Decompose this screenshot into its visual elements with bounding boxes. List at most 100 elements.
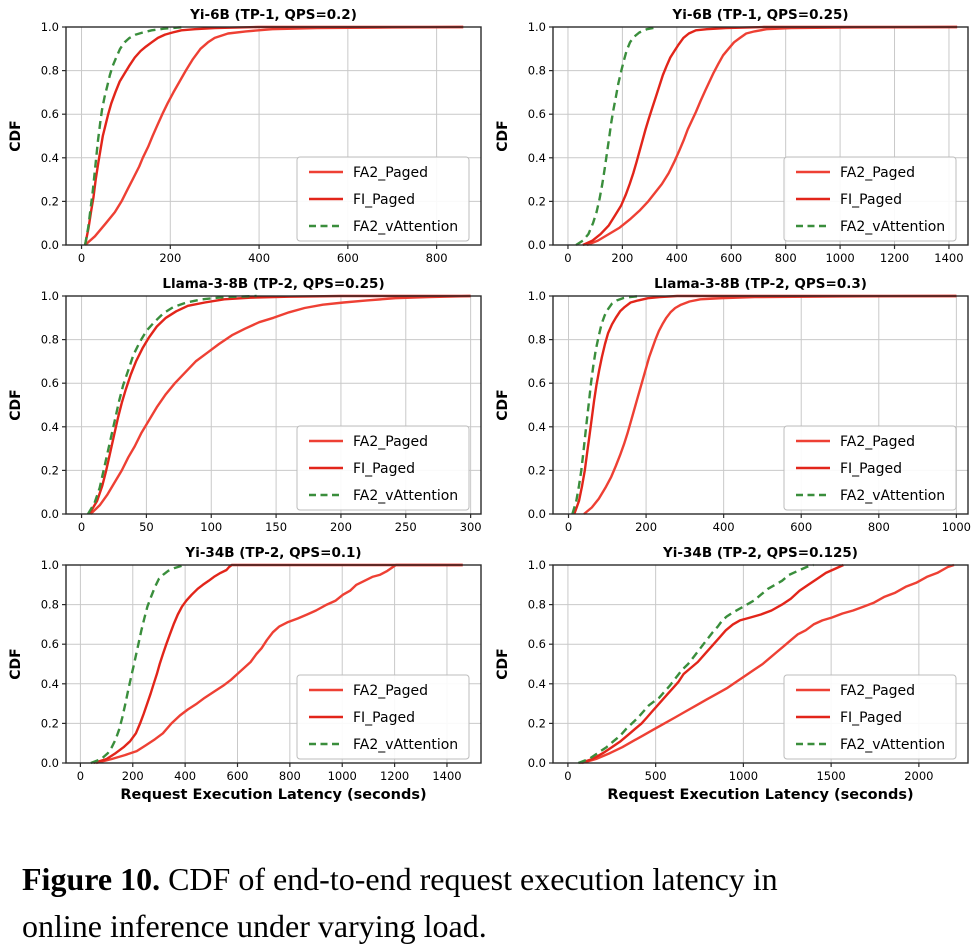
figure-caption: Figure 10. CDF of end-to-end request exe…: [0, 830, 974, 950]
svg-text:0.8: 0.8: [528, 64, 546, 78]
svg-text:Yi-6B (TP-1, QPS=0.2): Yi-6B (TP-1, QPS=0.2): [189, 7, 357, 23]
svg-text:600: 600: [227, 769, 249, 783]
subplot-llama3-8b-qps-0-3: 0 200 400 600 800 1000 0.0 0.2 0.4 0.6 0.8 1.0 Llama…: [487, 269, 974, 538]
svg-text:Request Execution Latency (sec: Request Execution Latency (seconds): [120, 787, 426, 803]
svg-text:0.0: 0.0: [528, 238, 546, 252]
svg-text:0.8: 0.8: [528, 598, 546, 612]
svg-text:0.2: 0.2: [41, 463, 59, 477]
chart-canvas: 0 200 400 600 800 1000 0.0 0.2 0.4 0.6 0.8 1.0 Llama…: [495, 276, 971, 534]
svg-text:0.6: 0.6: [528, 637, 546, 651]
svg-text:0.2: 0.2: [528, 194, 546, 208]
svg-text:150: 150: [265, 520, 287, 534]
svg-text:1200: 1200: [880, 251, 909, 265]
svg-text:FA2_vAttention: FA2_vAttention: [840, 219, 945, 235]
svg-text:FA2_vAttention: FA2_vAttention: [353, 737, 458, 753]
svg-text:400: 400: [666, 251, 688, 265]
subplot-llama3-8b-qps-0-25: 0 50 100 150 200 250 300 0.0 0.2 0.4 0.6 0.8 1.0 Llam…: [0, 269, 487, 538]
svg-text:FI_Paged: FI_Paged: [840, 192, 902, 208]
svg-text:CDF: CDF: [8, 389, 24, 420]
subplot-grid: 0 200 400 600 800 0.0 0.2 0.4 0.6 0.8 1.0 Yi-6B (TP…: [0, 0, 974, 830]
svg-text:1.0: 1.0: [41, 20, 59, 34]
svg-text:CDF: CDF: [495, 389, 511, 420]
chart-canvas: 0 200 400 600 800 0.0 0.2 0.4 0.6 0.8 1.0 Yi-6B (TP…: [8, 7, 482, 265]
svg-text:800: 800: [868, 520, 890, 534]
svg-text:0.4: 0.4: [41, 420, 59, 434]
svg-text:50: 50: [139, 520, 154, 534]
svg-text:0.4: 0.4: [41, 151, 59, 165]
subplot-yi6b-qps-0-25: 0 200 400 600 800 1000 1200 1400 0.0 0.2 0.4 0.6 0.8…: [487, 0, 974, 269]
svg-text:FA2_Paged: FA2_Paged: [840, 165, 915, 181]
subplot-yi34b-qps-0-125: 0 500 1000 1500 2000 0.0 0.2 0.4 0.6 0.8 1.0 Yi-34B…: [487, 538, 974, 830]
svg-text:FA2_Paged: FA2_Paged: [353, 683, 428, 699]
svg-text:CDF: CDF: [8, 648, 24, 679]
svg-text:100: 100: [200, 520, 222, 534]
svg-text:CDF: CDF: [8, 120, 24, 151]
svg-text:0.6: 0.6: [528, 107, 546, 121]
svg-text:1.0: 1.0: [41, 558, 59, 572]
svg-text:0: 0: [564, 251, 571, 265]
svg-text:200: 200: [159, 251, 181, 265]
svg-text:Yi-34B (TP-2, QPS=0.1): Yi-34B (TP-2, QPS=0.1): [184, 545, 361, 561]
svg-text:2000: 2000: [904, 769, 933, 783]
svg-text:400: 400: [174, 769, 196, 783]
svg-text:Llama-3-8B (TP-2, QPS=0.25): Llama-3-8B (TP-2, QPS=0.25): [162, 276, 384, 292]
svg-text:FA2_vAttention: FA2_vAttention: [353, 488, 458, 504]
chart-canvas: 0 50 100 150 200 250 300 0.0 0.2 0.4 0.6 0.8 1.0 Llam…: [8, 276, 482, 534]
svg-text:1.0: 1.0: [528, 289, 546, 303]
svg-text:FI_Paged: FI_Paged: [353, 461, 415, 477]
svg-text:FA2_Paged: FA2_Paged: [840, 683, 915, 699]
svg-text:250: 250: [395, 520, 417, 534]
svg-text:0.2: 0.2: [41, 716, 59, 730]
svg-text:FA2_Paged: FA2_Paged: [353, 434, 428, 450]
svg-text:200: 200: [122, 769, 144, 783]
svg-text:0.4: 0.4: [41, 677, 59, 691]
svg-text:800: 800: [279, 769, 301, 783]
svg-text:0: 0: [78, 520, 85, 534]
svg-text:300: 300: [460, 520, 482, 534]
svg-text:FA2_Paged: FA2_Paged: [353, 165, 428, 181]
svg-text:0.2: 0.2: [528, 463, 546, 477]
svg-text:500: 500: [645, 769, 667, 783]
svg-text:600: 600: [337, 251, 359, 265]
svg-text:0.8: 0.8: [528, 333, 546, 347]
subplot-yi34b-qps-0-1: 0 200 400 600 800 1000 1200 1400 0.0 0.2 0.4 0.6 0.8…: [0, 538, 487, 830]
svg-text:400: 400: [248, 251, 270, 265]
svg-text:FA2_vAttention: FA2_vAttention: [840, 737, 945, 753]
svg-text:0.6: 0.6: [41, 107, 59, 121]
svg-text:0.4: 0.4: [528, 151, 546, 165]
svg-text:FA2_Paged: FA2_Paged: [840, 434, 915, 450]
svg-text:1000: 1000: [729, 769, 758, 783]
figure-caption-line1: CDF of end-to-end request execution late…: [168, 861, 778, 897]
svg-text:CDF: CDF: [495, 648, 511, 679]
svg-text:FA2_vAttention: FA2_vAttention: [353, 219, 458, 235]
svg-text:CDF: CDF: [495, 120, 511, 151]
svg-text:FI_Paged: FI_Paged: [353, 192, 415, 208]
svg-text:0: 0: [77, 769, 84, 783]
svg-text:1.0: 1.0: [41, 289, 59, 303]
svg-text:800: 800: [775, 251, 797, 265]
svg-text:800: 800: [426, 251, 448, 265]
svg-text:0.6: 0.6: [41, 637, 59, 651]
svg-text:Request Execution Latency (sec: Request Execution Latency (seconds): [607, 787, 913, 803]
svg-text:0.8: 0.8: [41, 64, 59, 78]
svg-text:0.8: 0.8: [41, 598, 59, 612]
svg-text:600: 600: [720, 251, 742, 265]
svg-text:FA2_vAttention: FA2_vAttention: [840, 488, 945, 504]
figure-caption-line2: online inference under varying load.: [22, 908, 487, 945]
svg-text:0: 0: [565, 520, 572, 534]
svg-text:0.4: 0.4: [528, 420, 546, 434]
svg-text:1000: 1000: [942, 520, 971, 534]
svg-text:200: 200: [635, 520, 657, 534]
svg-text:0.2: 0.2: [41, 194, 59, 208]
svg-text:1.0: 1.0: [528, 20, 546, 34]
svg-text:1200: 1200: [380, 769, 409, 783]
svg-text:0.0: 0.0: [41, 756, 59, 770]
svg-text:400: 400: [713, 520, 735, 534]
svg-text:1400: 1400: [934, 251, 963, 265]
svg-text:0: 0: [564, 769, 571, 783]
svg-text:0: 0: [78, 251, 85, 265]
svg-text:600: 600: [790, 520, 812, 534]
svg-text:Yi-6B (TP-1, QPS=0.25): Yi-6B (TP-1, QPS=0.25): [671, 7, 848, 23]
svg-text:Llama-3-8B (TP-2, QPS=0.3): Llama-3-8B (TP-2, QPS=0.3): [654, 276, 867, 292]
